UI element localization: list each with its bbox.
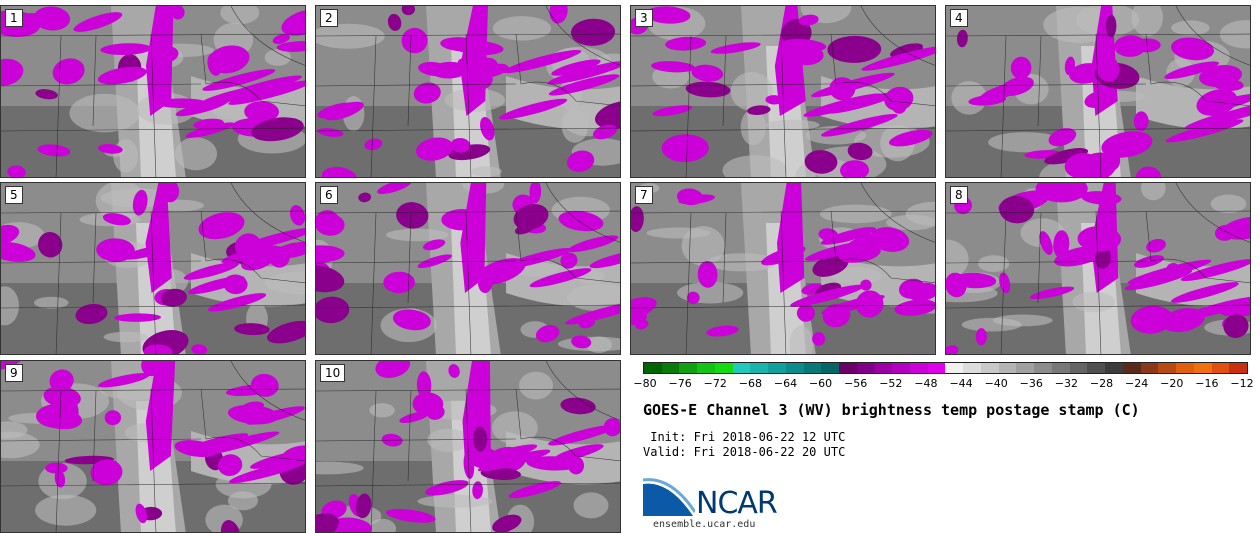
colorbar-tick-label: −56: [844, 377, 868, 390]
colorbar-tick-label: −32: [1054, 377, 1079, 390]
postage-stamp-panel: 10: [315, 360, 621, 533]
colorbar-segment: [821, 363, 840, 373]
colorbar-segment: [874, 363, 893, 373]
colorbar-segment: [1176, 363, 1194, 373]
colorbar-tick-label: −48: [914, 377, 938, 390]
panel-number-label: 10: [320, 364, 346, 382]
postage-stamp-panel: 4: [945, 5, 1251, 178]
site-url: ensemble.ucar.edu: [653, 519, 756, 530]
colorbar-segment: [1051, 363, 1070, 373]
ncar-logo-text: NCAR: [696, 486, 778, 521]
panel-number-label: 5: [5, 186, 23, 204]
colorbar-segment: [910, 363, 928, 373]
colorbar-segment: [1193, 363, 1212, 373]
colorbar-segment: [1016, 363, 1035, 373]
colorbar-segment: [945, 363, 964, 373]
colorbar-segment: [768, 363, 786, 373]
postage-stamp-panel: 7: [630, 182, 936, 355]
colorbar-tick-label: −72: [703, 377, 727, 390]
panel-number-label: 8: [950, 186, 968, 204]
colorbar-segment: [750, 363, 769, 373]
ncar-logo-icon: [643, 478, 695, 516]
colorbar-segment: [980, 363, 999, 373]
valid-time: Valid: Fri 2018-06-22 20 UTC: [643, 445, 846, 459]
colorbar-tick-label: −28: [1089, 377, 1114, 390]
colorbar-tick-label: −24: [1125, 377, 1149, 390]
colorbar-segment: [803, 363, 822, 373]
figure-title: GOES-E Channel 3 (WV) brightness temp po…: [643, 401, 1140, 419]
colorbar-segment: [1069, 363, 1088, 373]
colorbar-tick-label: −80: [633, 377, 657, 390]
colorbar-segment: [714, 363, 733, 373]
colorbar-segment: [1034, 363, 1052, 373]
colorbar-segment: [1229, 363, 1247, 373]
colorbar-segment: [1105, 363, 1123, 373]
colorbar-segment: [679, 363, 698, 373]
colorbar-tick-label: −68: [738, 377, 762, 390]
colorbar-segment: [1140, 363, 1159, 373]
colorbar-tick-label: −64: [773, 377, 798, 390]
postage-stamp-panel: 8: [945, 182, 1251, 355]
colorbar-tick-label: −36: [1019, 377, 1043, 390]
colorbar: [643, 362, 1248, 374]
colorbar-segment: [839, 363, 857, 373]
postage-stamp-panel: 3: [630, 5, 936, 178]
panel-number-label: 1: [5, 9, 23, 27]
colorbar-tick-label: −20: [1160, 377, 1184, 390]
colorbar-segment: [856, 363, 875, 373]
colorbar-tick-label: −40: [984, 377, 1008, 390]
postage-stamp-panel: 1: [0, 5, 306, 178]
colorbar-tick-label: −52: [879, 377, 903, 390]
panel-number-label: 4: [950, 9, 968, 27]
colorbar-ticks: −80 −76 −72 −68 −64 −60 −56 −52 −48 −44 −40 −36 −32−…: [633, 377, 1253, 393]
colorbar-segment: [963, 363, 981, 373]
postage-stamp-panel: 9: [0, 360, 306, 533]
postage-stamp-panel: 6: [315, 182, 621, 355]
colorbar-segment: [697, 363, 715, 373]
panel-number-label: 2: [320, 9, 338, 27]
colorbar-segment: [1122, 363, 1141, 373]
colorbar-segment: [732, 363, 751, 373]
colorbar-tick-label: −44: [949, 377, 973, 390]
colorbar-tick-label: −76: [668, 377, 692, 390]
panel-number-label: 3: [635, 9, 653, 27]
colorbar-tick-label: −60: [808, 377, 833, 390]
init-time: Init: Fri 2018-06-22 12 UTC: [643, 430, 846, 444]
colorbar-segment: [927, 363, 946, 373]
panel-number-label: 7: [635, 186, 653, 204]
colorbar-segment: [661, 363, 680, 373]
postage-stamp-panel: 2: [315, 5, 621, 178]
colorbar-segment: [1087, 363, 1106, 373]
colorbar-tick-label: −12: [1230, 377, 1254, 390]
postage-stamp-panel: 5: [0, 182, 306, 355]
colorbar-tick-label: −16: [1195, 377, 1219, 390]
colorbar-segment: [644, 363, 662, 373]
panel-number-label: 6: [320, 186, 338, 204]
colorbar-segment: [892, 363, 911, 373]
colorbar-segment: [1211, 363, 1230, 373]
colorbar-segment: [1158, 363, 1177, 373]
colorbar-segment: [785, 363, 804, 373]
colorbar-segment: [998, 363, 1017, 373]
panel-number-label: 9: [5, 364, 23, 382]
